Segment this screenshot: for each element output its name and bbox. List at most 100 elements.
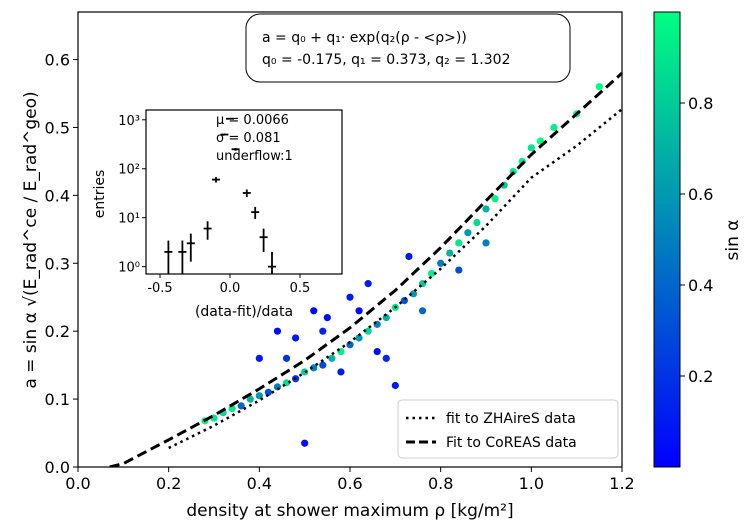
- scatter-point: [491, 195, 499, 203]
- scatter-point: [310, 307, 318, 315]
- scatter-point: [455, 239, 463, 247]
- inset-y-tick-label: 10²: [118, 163, 140, 178]
- inset-stat-sigma: σ = 0.081: [216, 131, 281, 146]
- inset-points: [164, 117, 276, 274]
- inset-chart: -0.5 0.0 0.5 10⁰ 10¹ 10² 10³ (data-fit)/data e…: [86, 100, 356, 320]
- inset-point: [203, 221, 212, 240]
- scatter-point: [273, 327, 282, 335]
- scatter-point: [482, 239, 490, 247]
- scatter-point: [319, 361, 327, 369]
- scatter-point: [382, 354, 390, 362]
- inset-y-tick-label: 10¹: [118, 212, 140, 227]
- scatter-point: [595, 83, 603, 91]
- zhaires-fit-line: [168, 108, 622, 450]
- scatter-point: [319, 327, 327, 335]
- inset-x-axis-label: (data-fit)/data: [195, 304, 293, 320]
- colorbar-label: sin α: [723, 220, 743, 261]
- inset-stat-underflow: underflow:1: [216, 149, 293, 164]
- formula-line-1: a = q₀ + q₁· exp(q₂(ρ - <ρ>)): [262, 30, 467, 46]
- inset-x-tick-label: 0.5: [290, 281, 311, 296]
- y-tick-label: 0.6: [45, 51, 70, 70]
- inset-point: [259, 228, 268, 252]
- x-tick-label: 0.2: [156, 474, 181, 493]
- colorbar-tick-label: 0.6: [688, 185, 713, 204]
- scatter-point: [355, 307, 363, 315]
- scatter-point: [264, 388, 272, 396]
- scatter-point: [437, 259, 445, 267]
- scatter-point: [346, 293, 354, 301]
- legend: fit to ZHAireS data Fit to CoREAS data: [397, 399, 619, 459]
- scatter-point: [364, 280, 372, 288]
- colorbar-gradient: [653, 11, 681, 468]
- scatter-point: [405, 252, 413, 261]
- y-tick-label: 0.2: [45, 322, 70, 341]
- y-tick-label: 0.5: [45, 118, 70, 137]
- scatter-point: [391, 381, 399, 390]
- scatter-point: [246, 395, 254, 403]
- legend-entry-zhaires: fit to ZHAireS data: [446, 411, 576, 427]
- scatter-point: [323, 313, 331, 322]
- inset-point: [251, 206, 260, 220]
- scatter-point: [473, 218, 481, 227]
- colorbar-tick-label: 0.2: [688, 367, 713, 386]
- inset-point: [220, 133, 229, 136]
- inset-plot-frame: [145, 109, 343, 275]
- scatter-point: [455, 266, 463, 274]
- scatter-point: [418, 307, 427, 315]
- inset-stat-mu: μ = 0.0066: [216, 113, 289, 128]
- y-tick-label: 0.0: [45, 458, 70, 477]
- inset-point: [164, 240, 173, 274]
- x-tick-label: 0.8: [428, 474, 453, 493]
- x-tick-label: 1.2: [609, 474, 634, 493]
- x-tick-label: 0.0: [65, 474, 90, 493]
- y-tick-label: 0.4: [45, 186, 70, 205]
- colorbar-ticks: 0.2 0.4 0.6 0.8: [680, 94, 713, 386]
- coreas-fit-line: [109, 71, 622, 467]
- inset-y-tick-label: 10³: [118, 114, 140, 129]
- formula-line-2: q₀ = -0.175, q₁ = 0.373, q₂ = 1.302: [262, 52, 510, 68]
- y-tick-label: 0.1: [45, 390, 70, 409]
- scatter-point: [337, 368, 345, 376]
- inset-point: [178, 240, 187, 274]
- scatter-point: [237, 402, 245, 410]
- inset-point: [268, 251, 276, 274]
- scatter-point: [255, 392, 263, 400]
- x-tick-label: 0.6: [337, 474, 362, 493]
- inset-point: [242, 189, 251, 198]
- scatter-point: [310, 364, 318, 372]
- scatter-point: [527, 144, 535, 152]
- inset-y-axis-label: entries: [92, 170, 108, 219]
- fit-curves: [109, 71, 622, 467]
- colorbar-tick-label: 0.4: [688, 276, 713, 295]
- main-axis-ticks: 0.0 0.2 0.4 0.6 0.8 1.0 1.2 0.0 0.1 0.2 0.3 0.4 0.5 0…: [45, 51, 635, 493]
- scatter-point: [482, 205, 490, 213]
- x-tick-label: 1.0: [519, 474, 544, 493]
- colorbar-tick-label: 0.8: [688, 94, 713, 113]
- inset-y-tick-label: 10⁰: [118, 261, 140, 276]
- x-tick-label: 0.4: [247, 474, 272, 493]
- scatter-point: [328, 354, 336, 362]
- inset-point: [186, 233, 195, 262]
- scatter-point: [301, 439, 309, 447]
- inset-x-tick-label: -0.5: [147, 281, 172, 296]
- scatter-point: [255, 354, 263, 362]
- y-tick-label: 0.3: [45, 254, 70, 273]
- scatter-point: [355, 334, 363, 342]
- scatter-point: [464, 229, 472, 237]
- scatter-point: [409, 290, 418, 298]
- main-y-axis-label: a = sin α √(E_rad^ce / E_rad^geo): [21, 91, 41, 388]
- inset-point: [212, 177, 220, 183]
- scatter-points: [201, 83, 603, 447]
- inset-point: [231, 147, 240, 151]
- inset-point: [226, 117, 234, 120]
- legend-entry-coreas: Fit to CoREAS data: [446, 435, 577, 451]
- scatter-point: [446, 249, 454, 257]
- scatter-point: [292, 334, 300, 342]
- colorbar: 0.2 0.4 0.6 0.8 sin α: [653, 11, 743, 468]
- inset-x-tick-label: 0.0: [220, 281, 241, 296]
- scatter-point: [364, 327, 372, 335]
- scatter-point: [428, 269, 436, 278]
- formula-box: a = q₀ + q₁· exp(q₂(ρ - <ρ>)) q₀ = -0.17…: [245, 13, 571, 83]
